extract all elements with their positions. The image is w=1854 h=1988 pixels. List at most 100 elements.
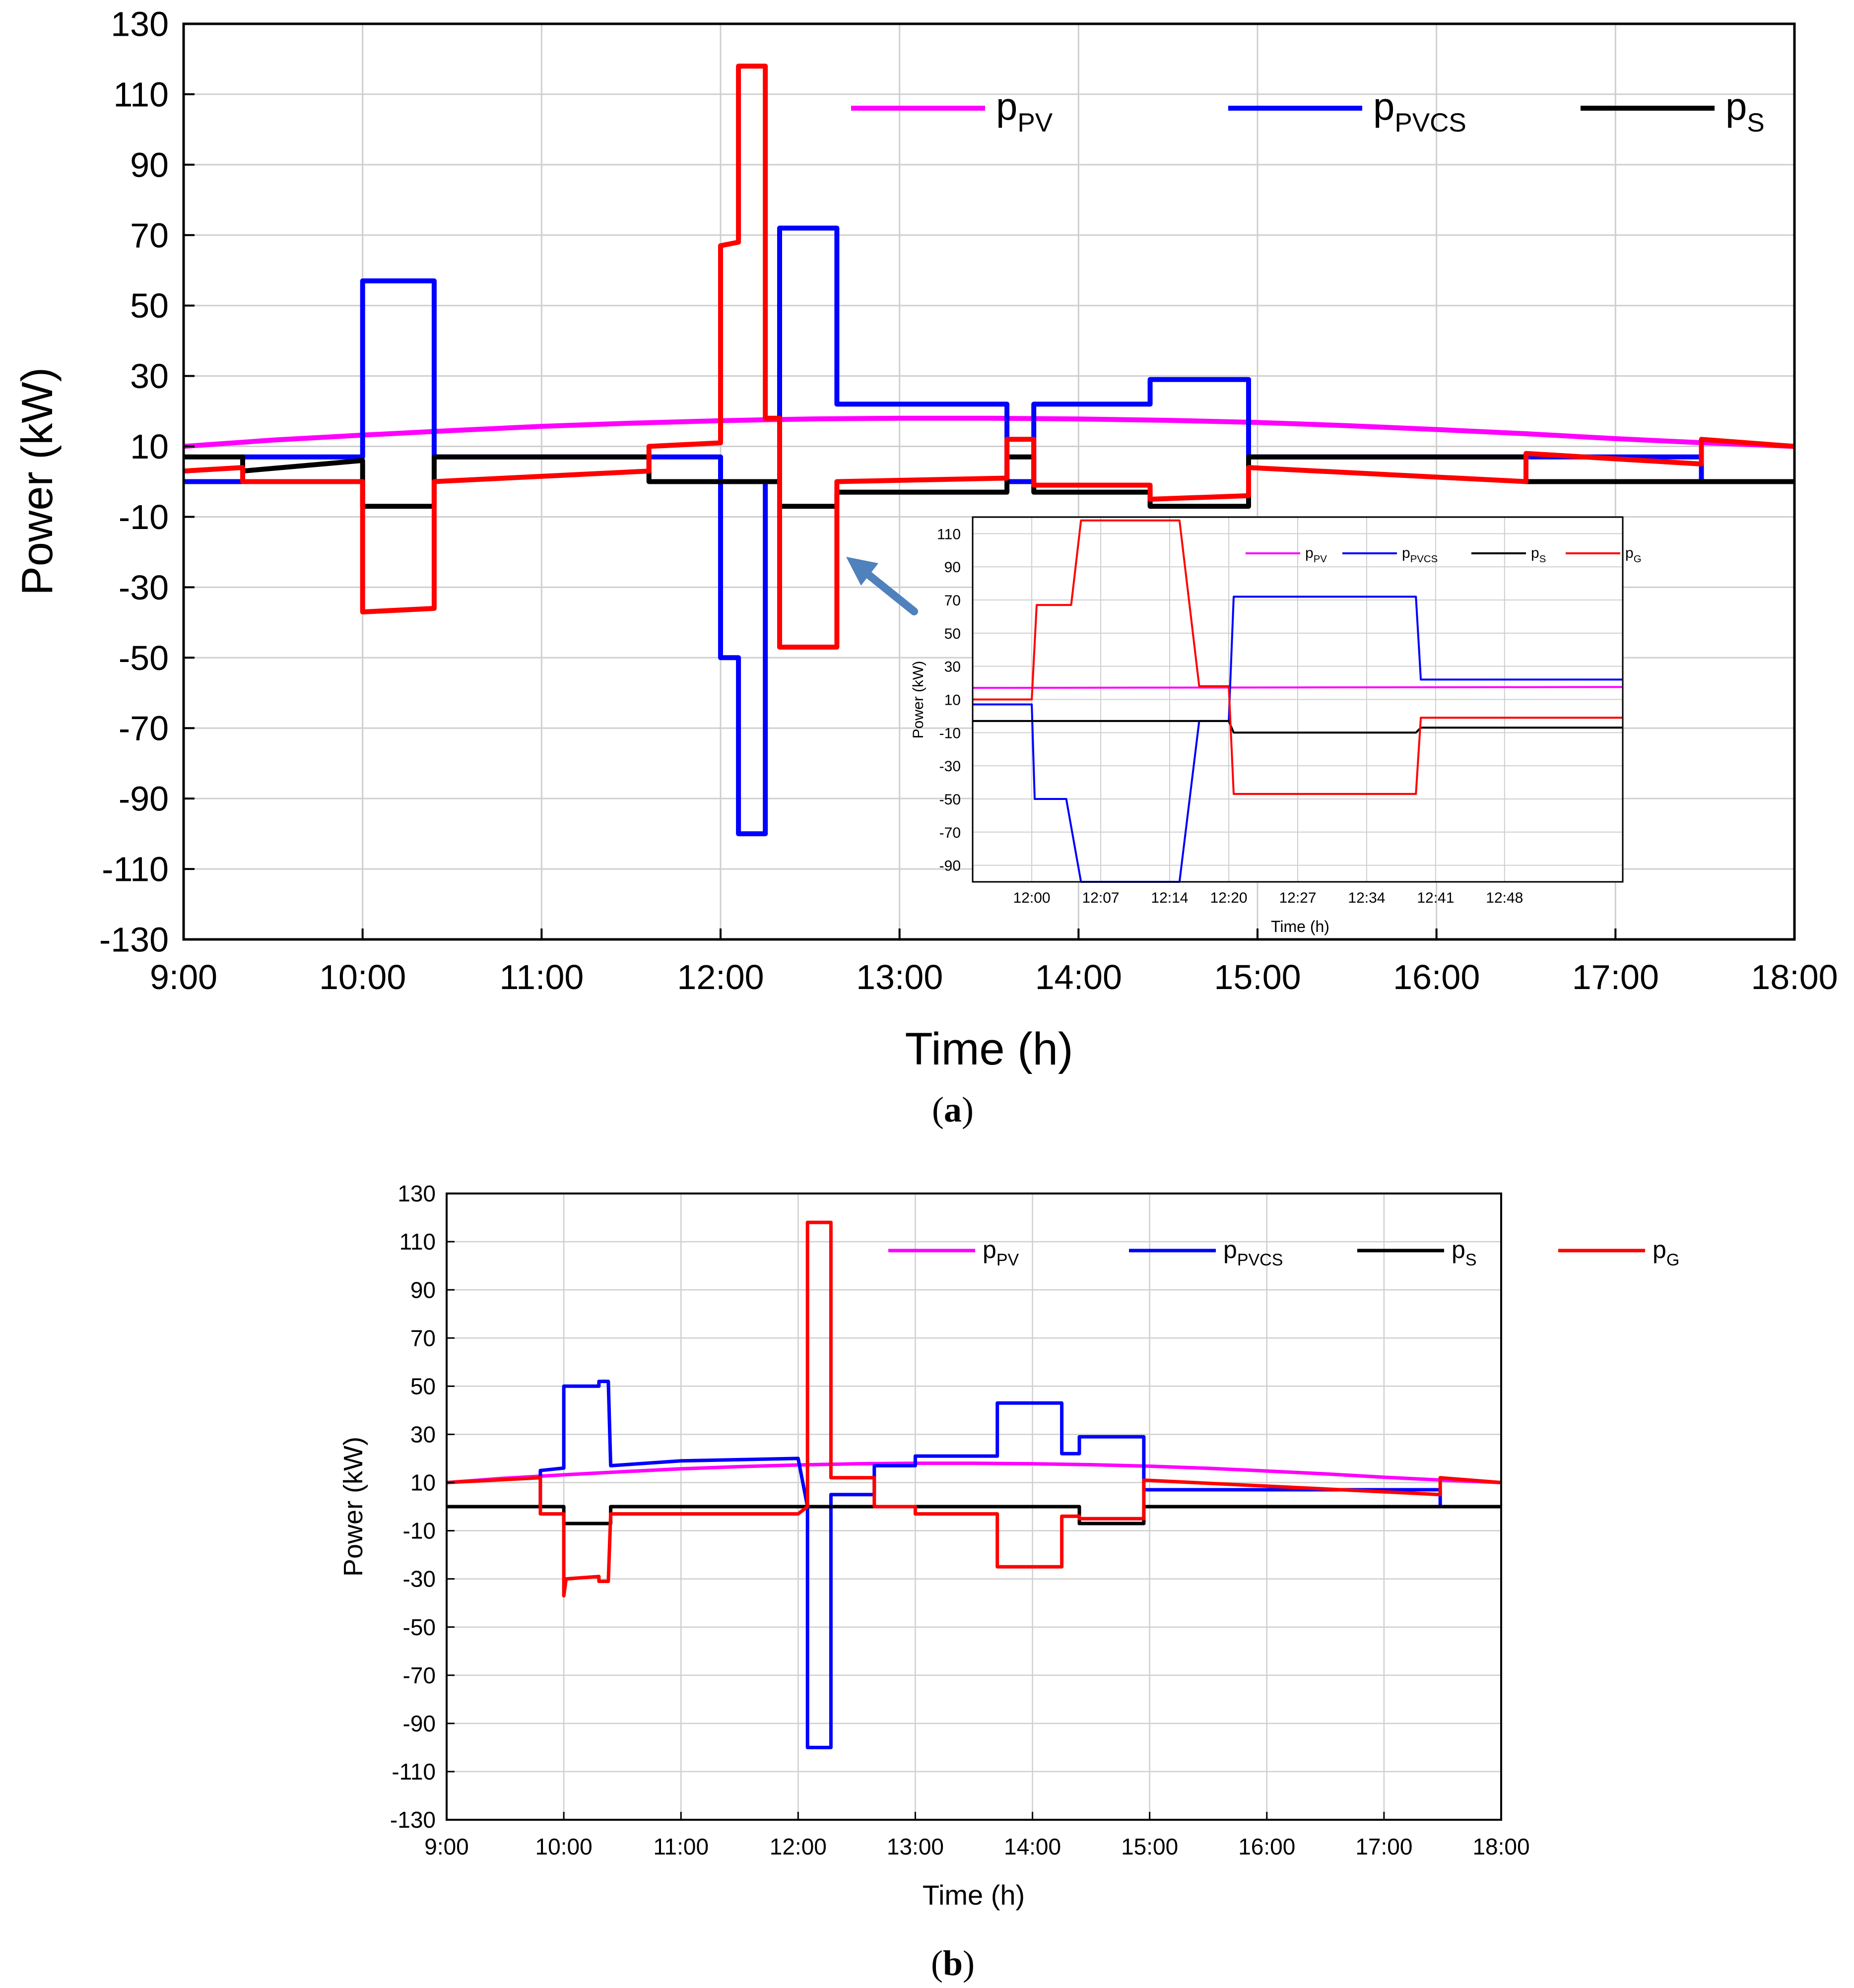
- legend-label-sub: PV: [1314, 554, 1327, 565]
- inset-y-tick-label: -70: [939, 825, 961, 841]
- chart-a-x-ticks: 9:00 10:00 11:00 12:00 13:00 14:00 15:00 16:00 1…: [150, 928, 1838, 996]
- inset-y-tick-label: -30: [939, 758, 961, 775]
- y-tick-label: -130: [390, 1807, 436, 1833]
- y-tick-label: 130: [111, 5, 169, 44]
- caption-b-letter: b: [943, 1943, 963, 1983]
- legend-label-base: p: [1452, 1236, 1465, 1263]
- x-tick-label: 15:00: [1121, 1834, 1178, 1859]
- inset-y-tick-label: 70: [944, 593, 961, 609]
- y-tick-label: -50: [119, 639, 169, 677]
- inset-series: [972, 519, 1623, 883]
- legend-label-p_PVCS: pPVCS: [1223, 1236, 1283, 1269]
- legend-label-p_S: pS: [1725, 84, 1765, 137]
- series-p_G: [446, 1220, 1502, 1598]
- inset-legend: pPV pPVCS pS pG: [1246, 545, 1642, 565]
- inset-xlabel: Time (h): [1271, 918, 1329, 935]
- legend-label-p_S: pS: [1531, 545, 1546, 565]
- x-tick-label: 16:00: [1393, 958, 1480, 996]
- series-p_PV: [183, 415, 1795, 449]
- inset-x-tick-label: 12:00: [1013, 890, 1051, 906]
- series-p_PVCS: [538, 1380, 1442, 1749]
- legend-label-p_PV: pPV: [983, 1236, 1019, 1269]
- y-tick-label: -90: [119, 780, 169, 818]
- legend-label-p_PVCS: pPVCS: [1373, 84, 1466, 137]
- y-tick-label: 30: [130, 357, 169, 396]
- legend-label-base: p: [996, 84, 1017, 128]
- legend-label-base: p: [983, 1236, 996, 1263]
- legend-label-base: p: [1625, 545, 1634, 561]
- x-tick-label: 15:00: [1214, 958, 1301, 996]
- legend-label-sub: PVCS: [1394, 108, 1466, 137]
- series-p_PV: [446, 1461, 1502, 1484]
- chart-b-frame: [446, 1193, 1502, 1821]
- inset-y-tick-label: 30: [944, 659, 961, 675]
- x-tick-label: 13:00: [856, 958, 943, 996]
- y-tick-label: -50: [403, 1614, 436, 1640]
- x-tick-label: 14:00: [1004, 1834, 1061, 1859]
- caption-a-letter: a: [944, 1090, 962, 1129]
- chart-b-ylabel: Power (kW): [338, 1437, 368, 1577]
- caption-b: (b): [931, 1943, 975, 1983]
- x-tick-label: 12:00: [770, 1834, 827, 1859]
- y-tick-label: 90: [130, 145, 169, 184]
- y-tick-label: -90: [403, 1711, 436, 1736]
- legend-label-sub: G: [1634, 554, 1642, 565]
- y-tick-label: -70: [403, 1662, 436, 1688]
- legend-label-p_PV: pPV: [996, 84, 1053, 137]
- x-tick-label: 11:00: [499, 958, 584, 996]
- y-tick-label: -10: [119, 498, 169, 536]
- y-tick-label: 110: [399, 1229, 436, 1255]
- y-tick-label: -110: [392, 1759, 436, 1785]
- x-tick-label: 18:00: [1751, 958, 1838, 996]
- y-tick-label: -130: [99, 921, 169, 959]
- x-tick-label: 17:00: [1572, 958, 1659, 996]
- y-tick-label: 110: [113, 75, 169, 114]
- y-tick-label: 70: [130, 216, 169, 255]
- inset-y-tick-label: 50: [944, 626, 961, 642]
- inset-x-tick-label: 12:48: [1486, 890, 1523, 906]
- legend-label-base: p: [1653, 1236, 1666, 1263]
- y-tick-label: 10: [410, 1470, 436, 1496]
- inset-y-tick-label: -50: [939, 792, 961, 808]
- inset-ylabel: Power (kW): [910, 661, 927, 739]
- x-tick-label: 9:00: [150, 958, 217, 996]
- chart-a-y-ticks: -130 -110 -90 -70 -50 -30 -10 10 30 50 70 90 110 130: [99, 5, 195, 959]
- inset-x-tick-label: 12:27: [1279, 890, 1316, 906]
- inset-series-p_G: [973, 519, 1623, 795]
- y-tick-label: -30: [403, 1566, 436, 1592]
- y-tick-label: -30: [119, 568, 169, 607]
- inset-frame: [972, 516, 1624, 883]
- legend-label-base: p: [1223, 1236, 1237, 1263]
- y-tick-label: 130: [397, 1181, 436, 1206]
- chart-a: -130-110-90-70-50-30-101030507090110130 …: [12, 5, 1838, 1130]
- legend-label-sub: G: [1666, 1251, 1679, 1269]
- inset-x-tick-label: 12:20: [1210, 890, 1248, 906]
- legend-label-sub: S: [1747, 108, 1764, 137]
- inset-y-tick-label: 10: [944, 692, 961, 709]
- caption-a: (a): [932, 1090, 974, 1129]
- legend-label-p_S: pS: [1452, 1236, 1477, 1269]
- legend-label-base: p: [1531, 545, 1539, 561]
- legend-label-base: p: [1725, 84, 1747, 128]
- legend-label-p_G: pG: [1653, 1236, 1679, 1269]
- legend-label-base: p: [1402, 545, 1410, 561]
- y-tick-label: -10: [403, 1518, 436, 1544]
- legend-label-p_PV: pPV: [1305, 545, 1327, 565]
- legend-label-sub: PVCS: [1410, 554, 1438, 565]
- inset-y-tick-label: 110: [937, 526, 961, 542]
- chart-b-xlabel: Time (h): [923, 1879, 1025, 1911]
- legend-label-sub: PV: [1017, 108, 1053, 137]
- legend-label-sub: S: [1539, 554, 1546, 565]
- y-tick-label: -70: [119, 709, 169, 748]
- x-tick-label: 11:00: [653, 1834, 709, 1859]
- x-tick-label: 17:00: [1355, 1834, 1412, 1859]
- x-tick-label: 12:00: [677, 958, 764, 996]
- inset-y-tick-label: -10: [939, 725, 961, 741]
- x-tick-label: 10:00: [535, 1834, 593, 1859]
- y-tick-label: -110: [102, 850, 169, 889]
- y-tick-label: 10: [130, 427, 169, 466]
- inset-pointer-arrow: [846, 557, 918, 615]
